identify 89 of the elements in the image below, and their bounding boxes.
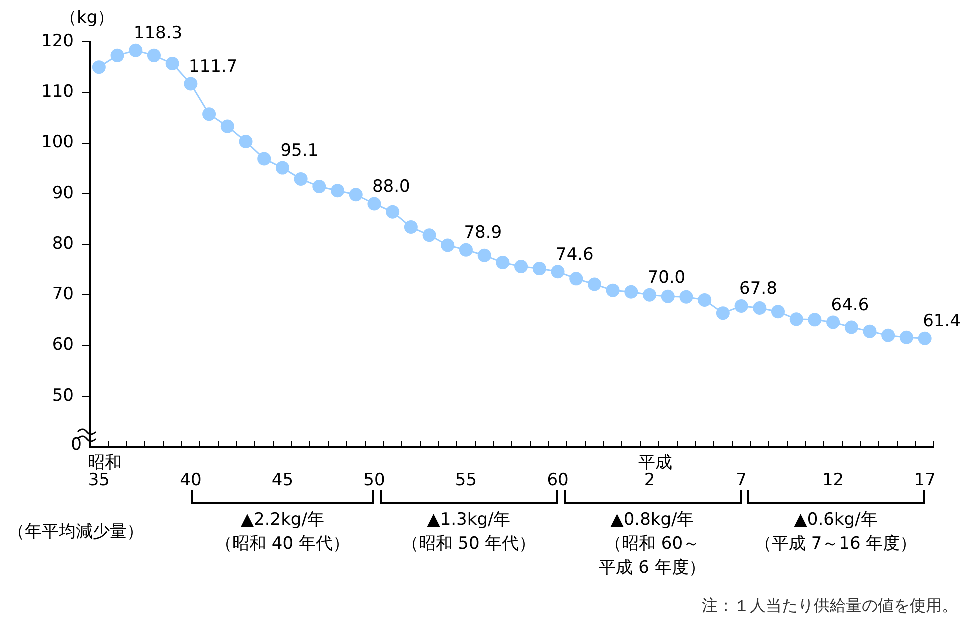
y-tick-label: 70 xyxy=(52,284,74,305)
point xyxy=(404,220,418,234)
point xyxy=(661,290,675,304)
data-label: 64.6 xyxy=(831,295,870,316)
point xyxy=(129,44,143,58)
point xyxy=(92,60,106,74)
data-label: 67.8 xyxy=(740,279,778,300)
point xyxy=(624,285,638,299)
point xyxy=(532,262,546,276)
x-tick-label: 50 xyxy=(364,470,386,491)
x-tick-label: 17 xyxy=(914,470,936,491)
point xyxy=(441,238,455,252)
x-tick-label: 35 xyxy=(88,470,110,491)
data-label: 118.3 xyxy=(134,24,183,44)
y-tick-label: 100 xyxy=(42,132,74,153)
point xyxy=(184,77,198,91)
point xyxy=(734,300,748,314)
y-tick-label: 80 xyxy=(52,234,74,254)
data-label: 78.9 xyxy=(464,222,502,243)
text: （平成 7～16 年度） xyxy=(754,533,918,556)
point xyxy=(239,134,253,148)
y-tick-label: 110 xyxy=(42,82,74,102)
point xyxy=(202,108,216,122)
point xyxy=(588,278,602,292)
text: （昭和 60～ xyxy=(604,533,700,556)
text: （年平均減少量） xyxy=(8,521,144,544)
point xyxy=(276,161,290,175)
point xyxy=(368,197,382,211)
text: ▲0.6kg/年 xyxy=(794,509,878,532)
x-tick-label: 2 xyxy=(644,470,656,491)
point xyxy=(514,260,528,274)
x-tick-label: 40 xyxy=(180,470,202,491)
point xyxy=(643,288,657,302)
point xyxy=(349,188,363,202)
point xyxy=(496,256,510,270)
x-tick-label: 7 xyxy=(736,470,747,491)
text: 注：１人当たり供給量の値を使用。 xyxy=(702,595,958,617)
point xyxy=(771,305,785,319)
text: ▲1.3kg/年 xyxy=(427,509,511,532)
point xyxy=(331,184,345,198)
point xyxy=(422,228,436,242)
point xyxy=(882,328,896,342)
point xyxy=(606,284,620,298)
point xyxy=(110,48,124,62)
point xyxy=(478,248,492,262)
point xyxy=(698,293,712,307)
text: ▲2.2kg/年 xyxy=(240,509,324,532)
point xyxy=(716,306,730,320)
text: 平成 xyxy=(638,452,672,473)
data-label: 70.0 xyxy=(648,268,686,288)
point xyxy=(220,120,234,134)
y-tick-label: 60 xyxy=(52,335,74,356)
point xyxy=(459,243,473,257)
point xyxy=(790,312,804,326)
text: （昭和 50 年代） xyxy=(402,533,536,556)
x-tick-label: 60 xyxy=(547,470,569,491)
point xyxy=(570,272,584,286)
point xyxy=(258,152,272,166)
x-tick-label: 45 xyxy=(272,470,294,491)
text: 平成 6 年度） xyxy=(599,557,706,580)
point xyxy=(863,324,877,338)
point xyxy=(826,316,840,330)
point xyxy=(312,180,326,194)
y-tick-label: 120 xyxy=(42,31,74,52)
point xyxy=(147,48,161,62)
point xyxy=(551,265,565,279)
point xyxy=(900,330,914,344)
point xyxy=(386,205,400,219)
point xyxy=(753,302,767,316)
y-axis-title: （kg） xyxy=(60,7,115,30)
text: ▲0.8kg/年 xyxy=(610,509,694,532)
text: 昭和 xyxy=(88,452,122,473)
text: （昭和 40 年代） xyxy=(215,533,350,556)
point xyxy=(808,313,822,327)
data-label: 74.6 xyxy=(556,244,594,265)
data-label: 88.0 xyxy=(372,176,410,197)
x-tick-label: 55 xyxy=(455,470,478,491)
point xyxy=(844,320,858,334)
x-tick-label: 12 xyxy=(822,470,844,491)
point xyxy=(918,332,932,346)
data-label: 111.7 xyxy=(188,56,238,77)
point xyxy=(680,290,694,304)
text: 0 xyxy=(71,434,82,457)
point xyxy=(294,172,308,186)
point xyxy=(166,57,180,71)
data-label: 61.4 xyxy=(923,312,961,332)
data-label: 95.1 xyxy=(280,140,319,161)
y-tick-label: 50 xyxy=(52,386,74,406)
y-tick-label: 90 xyxy=(52,183,74,204)
